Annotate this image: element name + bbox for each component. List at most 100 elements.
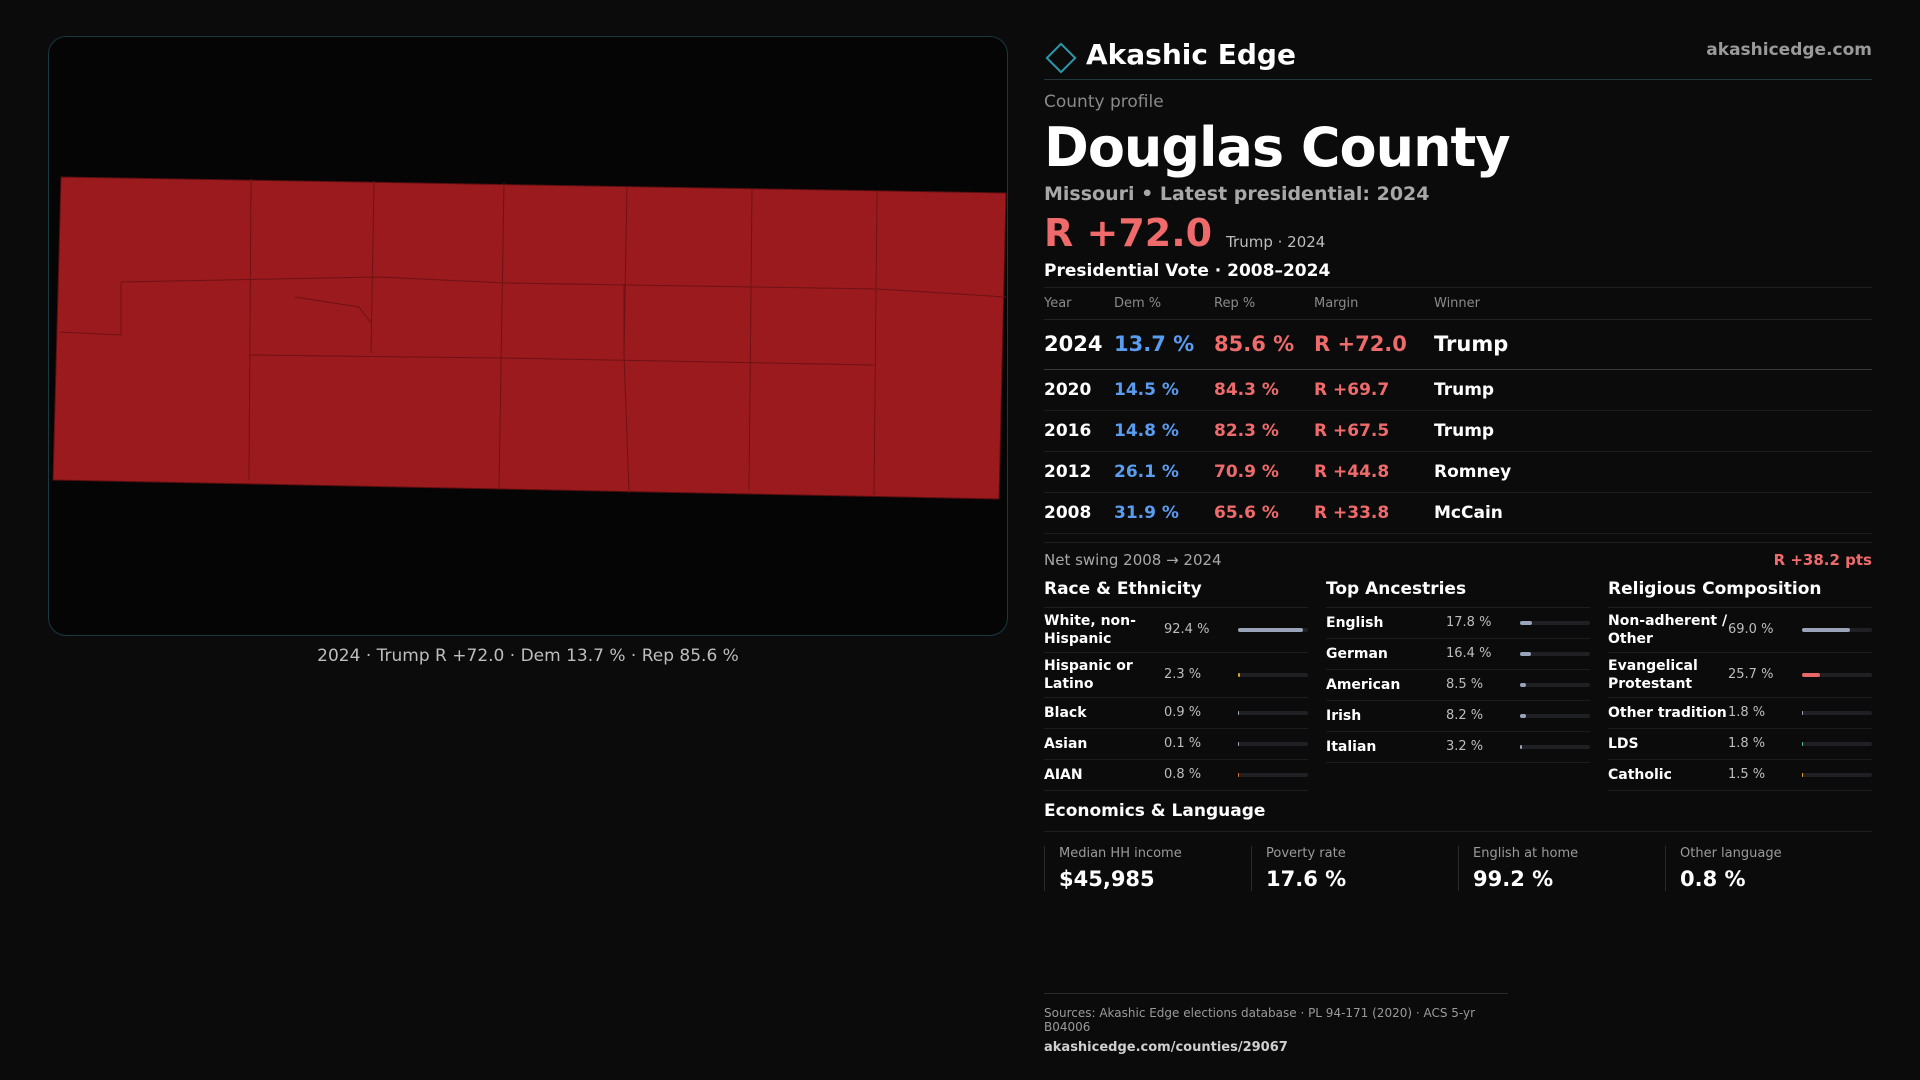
headline-margin: R +72.0 Trump · 2024 bbox=[1044, 211, 1872, 255]
ancestry-bar bbox=[1520, 744, 1590, 749]
economics-title: Economics & Language bbox=[1044, 801, 1872, 832]
precinct-lines bbox=[58, 178, 1007, 496]
religion-bar bbox=[1802, 627, 1872, 632]
religion-bar-fill bbox=[1802, 741, 1804, 746]
vote-cell-winner: Trump bbox=[1434, 369, 1872, 411]
ancestry-value: 8.2 % bbox=[1446, 708, 1484, 723]
ancestry-bar bbox=[1520, 713, 1590, 718]
stat-poverty: Poverty rate 17.6 % bbox=[1251, 845, 1458, 891]
religion-bar-fill bbox=[1802, 772, 1804, 777]
stat-label: Other language bbox=[1680, 845, 1782, 861]
col-dem: Dem % bbox=[1114, 288, 1214, 320]
eyebrow: County profile bbox=[1044, 92, 1164, 112]
race-bar-fill bbox=[1238, 627, 1303, 632]
net-swing-label: Net swing 2008 → 2024 bbox=[1044, 550, 1222, 569]
stat-value: 0.8 % bbox=[1680, 866, 1746, 891]
stat-english: English at home 99.2 % bbox=[1458, 845, 1665, 891]
diamond-logo-icon bbox=[1045, 41, 1077, 74]
race-bar bbox=[1238, 672, 1308, 677]
county-map[interactable] bbox=[48, 36, 1008, 636]
col-year: Year bbox=[1044, 288, 1114, 320]
race-value: 0.1 % bbox=[1164, 736, 1202, 751]
vote-cell-margin: R +69.7 bbox=[1314, 369, 1434, 411]
ancestry-bar-fill bbox=[1520, 713, 1526, 718]
race-label: Asian bbox=[1044, 735, 1088, 752]
vote-cell-year: 2016 bbox=[1044, 410, 1114, 452]
vote-cell-year: 2020 bbox=[1044, 369, 1114, 411]
economics-stats: Median HH income $45,985 Poverty rate 17… bbox=[1044, 845, 1872, 891]
religion-bar bbox=[1802, 710, 1872, 715]
race-value: 0.9 % bbox=[1164, 705, 1202, 720]
stat-label: Poverty rate bbox=[1266, 845, 1346, 861]
ancestry-bar-fill bbox=[1520, 682, 1526, 687]
ancestry-bar-fill bbox=[1520, 620, 1533, 625]
religion-bar bbox=[1802, 672, 1872, 677]
religion-value: 1.5 % bbox=[1728, 767, 1766, 782]
vote-cell-margin: R +72.0 bbox=[1314, 319, 1434, 370]
vote-cell-rep: 82.3 % bbox=[1214, 410, 1314, 452]
religion-bar-fill bbox=[1802, 627, 1851, 632]
race-label: Hispanic or Latino bbox=[1044, 657, 1133, 692]
race-value: 0.8 % bbox=[1164, 767, 1202, 782]
religion-label: Other tradition bbox=[1608, 704, 1727, 721]
ancestry-row: English 17.8 % bbox=[1326, 608, 1590, 639]
race-label: Black bbox=[1044, 704, 1087, 721]
vote-cell-rep: 65.6 % bbox=[1214, 492, 1314, 534]
vote-cell-year: 2024 bbox=[1044, 319, 1114, 370]
sources-text: Sources: Akashic Edge elections database… bbox=[1044, 1006, 1476, 1034]
ancestry-label: Italian bbox=[1326, 738, 1377, 755]
religion-value: 1.8 % bbox=[1728, 736, 1766, 751]
ancestry-value: 17.8 % bbox=[1446, 615, 1492, 630]
vote-row: 2024 13.7 % 85.6 % R +72.0 Trump bbox=[1044, 319, 1872, 370]
vote-cell-rep: 84.3 % bbox=[1214, 369, 1314, 411]
religion-label: Non-adherent / Other bbox=[1608, 612, 1728, 647]
vote-table: Year Dem % Rep % Margin Winner 2024 13.7 … bbox=[1044, 288, 1872, 534]
religion-bar-fill bbox=[1802, 672, 1820, 677]
demographics: Race & Ethnicity White, non-Hispanic 92.4… bbox=[1044, 579, 1872, 791]
vote-cell-dem: 31.9 % bbox=[1114, 492, 1214, 534]
religion-bar bbox=[1802, 741, 1872, 746]
race-bar-fill bbox=[1238, 672, 1240, 677]
religion-label: LDS bbox=[1608, 735, 1639, 752]
ancestry-label: English bbox=[1326, 614, 1384, 631]
stat-label: Median HH income bbox=[1059, 845, 1182, 861]
race-bar-fill bbox=[1238, 710, 1239, 715]
source-url-link[interactable]: akashicedge.com/counties/29067 bbox=[1044, 1040, 1288, 1055]
net-swing: Net swing 2008 → 2024 R +38.2 pts bbox=[1044, 541, 1872, 569]
vote-row: 2020 14.5 % 84.3 % R +69.7 Trump bbox=[1044, 369, 1872, 411]
sources-footer: Sources: Akashic Edge elections database… bbox=[1044, 993, 1508, 1055]
vote-cell-rep: 85.6 % bbox=[1214, 319, 1314, 370]
vote-cell-dem: 13.7 % bbox=[1114, 319, 1214, 370]
brand-header: Akashic Edge akashicedge.com bbox=[1044, 30, 1872, 80]
ancestry-value: 16.4 % bbox=[1446, 646, 1492, 661]
map-caption: 2024 · Trump R +72.0 · Dem 13.7 % · Rep … bbox=[317, 646, 739, 666]
race-row: Asian 0.1 % bbox=[1044, 729, 1308, 760]
vote-cell-rep: 70.9 % bbox=[1214, 451, 1314, 493]
brand-name: Akashic Edge bbox=[1086, 38, 1296, 71]
race-row: White, non-Hispanic 92.4 % bbox=[1044, 608, 1308, 653]
race-bar bbox=[1238, 710, 1308, 715]
religion-title: Religious Composition bbox=[1608, 579, 1872, 608]
race-row: Hispanic or Latino 2.3 % bbox=[1044, 653, 1308, 698]
site-link[interactable]: akashicedge.com bbox=[1706, 40, 1872, 60]
profile-panel: Akashic Edge akashicedge.com County prof… bbox=[1044, 30, 1872, 891]
stat-value: $45,985 bbox=[1059, 866, 1155, 891]
vote-cell-margin: R +44.8 bbox=[1314, 451, 1434, 493]
ancestry-label: German bbox=[1326, 645, 1388, 662]
race-section: Race & Ethnicity White, non-Hispanic 92.4… bbox=[1044, 579, 1308, 791]
headline-margin-note: Trump · 2024 bbox=[1226, 233, 1326, 251]
vote-cell-dem: 14.5 % bbox=[1114, 369, 1214, 411]
col-rep: Rep % bbox=[1214, 288, 1314, 320]
religion-row: LDS 1.8 % bbox=[1608, 729, 1872, 760]
vote-cell-dem: 14.8 % bbox=[1114, 410, 1214, 452]
ancestry-bar bbox=[1520, 682, 1590, 687]
vote-table-title: Presidential Vote · 2008–2024 bbox=[1044, 261, 1872, 288]
ancestry-bar bbox=[1520, 620, 1590, 625]
stat-income: Median HH income $45,985 bbox=[1044, 845, 1251, 891]
race-bar-fill bbox=[1238, 741, 1239, 746]
vote-row: 2008 31.9 % 65.6 % R +33.8 McCain bbox=[1044, 492, 1872, 534]
vote-row: 2012 26.1 % 70.9 % R +44.8 Romney bbox=[1044, 451, 1872, 493]
county-shape bbox=[52, 176, 1007, 500]
stat-value: 17.6 % bbox=[1266, 866, 1347, 891]
ancestry-label: Irish bbox=[1326, 707, 1362, 724]
